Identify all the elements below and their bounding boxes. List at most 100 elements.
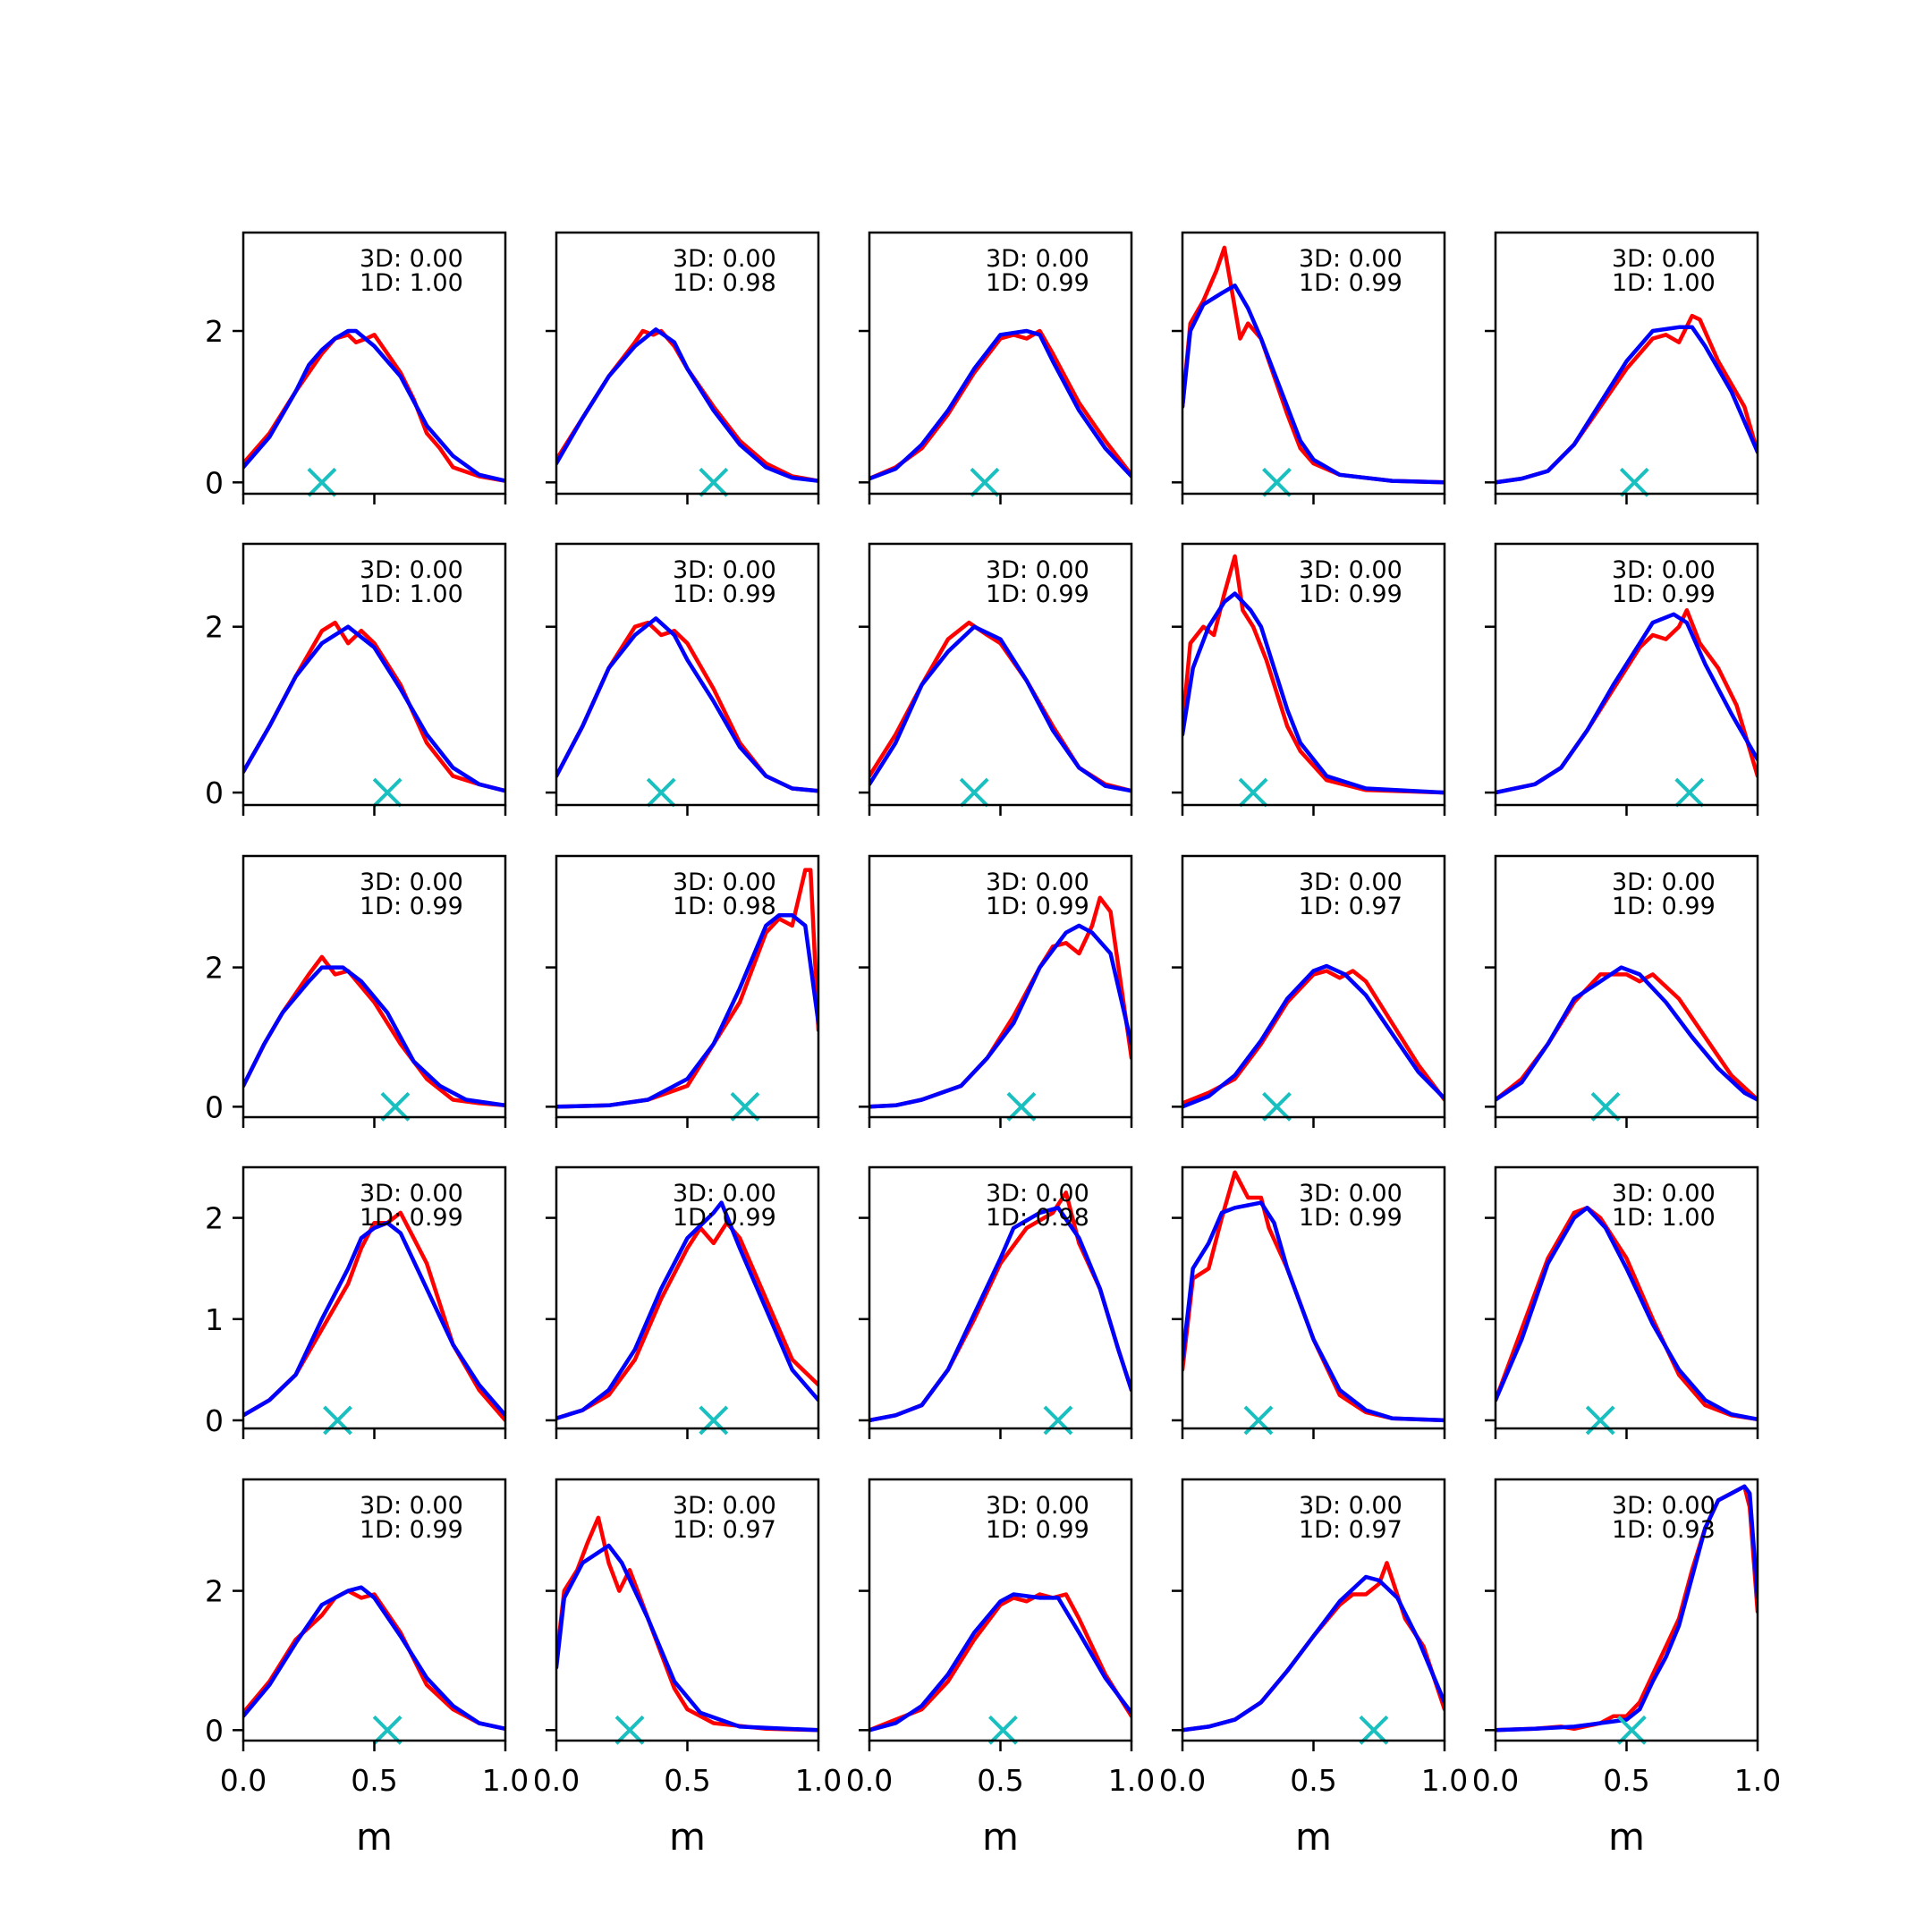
plot-area xyxy=(1182,1170,1445,1423)
red-series-line xyxy=(1182,1561,1445,1733)
x-tick-label: 1.0 xyxy=(795,1763,842,1798)
x-tick-label: 1.0 xyxy=(482,1763,529,1798)
x-marker xyxy=(1616,1715,1647,1745)
blue-series-line xyxy=(1182,1200,1445,1423)
red-series-line xyxy=(556,620,818,793)
blue-series-line xyxy=(243,1220,505,1418)
annotation-3d: 3D: 0.00 xyxy=(1612,245,1716,273)
annotation-1d: 1D: 0.99 xyxy=(986,269,1089,297)
x-tick-label: 1.0 xyxy=(1108,1763,1155,1798)
plot-area xyxy=(1496,313,1758,485)
plot-area xyxy=(556,1515,818,1733)
blue-series-line xyxy=(1496,325,1758,485)
blue-series-line xyxy=(243,328,505,483)
blue-series-line xyxy=(1182,1574,1445,1733)
x-tick-label: 0.5 xyxy=(664,1763,710,1798)
red-series-line xyxy=(1496,313,1758,485)
plot-area xyxy=(1496,607,1758,795)
red-series-line xyxy=(1182,1170,1445,1423)
blue-series-line xyxy=(1496,1206,1758,1422)
red-series-line xyxy=(1496,1206,1758,1422)
x-marker xyxy=(1359,1715,1389,1745)
blue-series-line xyxy=(1182,283,1445,485)
y-tick-label: 0 xyxy=(205,465,224,500)
annotation-3d: 3D: 0.00 xyxy=(360,1492,463,1520)
x-marker xyxy=(1590,1091,1621,1122)
x-marker xyxy=(1262,467,1292,497)
plot-area xyxy=(869,1191,1131,1423)
annotation-3d: 3D: 0.00 xyxy=(1612,556,1716,584)
plot-area xyxy=(1496,965,1758,1102)
annotation-1d: 1D: 0.99 xyxy=(360,893,463,920)
annotation-3d: 3D: 0.00 xyxy=(1612,869,1716,896)
x-marker xyxy=(1585,1405,1615,1436)
plot-area xyxy=(1496,1484,1758,1733)
x-marker xyxy=(380,1091,411,1122)
annotation-1d: 1D: 0.99 xyxy=(360,1204,463,1232)
annotation-3d: 3D: 0.00 xyxy=(673,1180,776,1208)
annotation-3d: 3D: 0.00 xyxy=(673,869,776,896)
plot-area xyxy=(243,620,505,793)
annotation-1d: 1D: 0.99 xyxy=(673,1204,776,1232)
plot-area xyxy=(1182,1561,1445,1733)
annotation-1d: 1D: 0.97 xyxy=(1299,1516,1402,1544)
red-series-line xyxy=(869,1592,1131,1733)
plot-area xyxy=(243,1585,505,1732)
blue-series-line xyxy=(1496,612,1758,795)
x-marker xyxy=(988,1715,1018,1745)
x-marker xyxy=(646,777,676,808)
y-tick-label: 2 xyxy=(205,610,224,645)
plot-area xyxy=(1182,963,1445,1109)
x-tick-label: 1.0 xyxy=(1421,1763,1468,1798)
blue-series-line xyxy=(1182,591,1445,795)
annotation-1d: 1D: 0.97 xyxy=(1299,893,1402,920)
y-tick-label: 2 xyxy=(205,1574,224,1609)
x-tick-label: 0.5 xyxy=(1290,1763,1336,1798)
blue-series-line xyxy=(869,328,1131,481)
x-marker xyxy=(1619,467,1649,497)
x-tick-label: 0.0 xyxy=(533,1763,580,1798)
x-marker xyxy=(970,467,1000,497)
x-axis-label: m xyxy=(356,1815,393,1859)
x-axis-label: m xyxy=(1295,1815,1332,1859)
x-marker xyxy=(614,1715,645,1745)
y-tick-label: 0 xyxy=(205,775,224,810)
x-marker xyxy=(699,1405,729,1436)
blue-series-line xyxy=(869,1206,1131,1423)
blue-series-line xyxy=(1182,963,1445,1109)
annotation-1d: 1D: 0.99 xyxy=(1299,1204,1402,1232)
blue-series-line xyxy=(1496,1484,1758,1733)
annotation-1d: 1D: 0.99 xyxy=(673,580,776,608)
annotation-1d: 1D: 0.99 xyxy=(1612,580,1716,608)
annotation-1d: 1D: 0.99 xyxy=(1299,580,1402,608)
annotation-1d: 1D: 0.97 xyxy=(673,1516,776,1544)
x-tick-label: 0.0 xyxy=(220,1763,267,1798)
y-tick-label: 2 xyxy=(205,951,224,986)
plot-area xyxy=(1182,245,1445,485)
x-marker xyxy=(1262,1091,1292,1122)
annotation-3d: 3D: 0.00 xyxy=(360,556,463,584)
x-axis-label: m xyxy=(982,1815,1019,1859)
y-tick-label: 0 xyxy=(205,1713,224,1748)
red-series-line xyxy=(243,333,505,483)
annotation-1d: 1D: 0.98 xyxy=(986,1204,1089,1232)
plot-area xyxy=(869,895,1131,1109)
y-tick-label: 2 xyxy=(205,1201,224,1236)
blue-series-line xyxy=(243,965,505,1108)
red-series-line xyxy=(869,620,1131,793)
x-tick-label: 0.5 xyxy=(351,1763,397,1798)
x-marker xyxy=(730,1091,760,1122)
blue-series-line xyxy=(556,327,818,483)
red-series-line xyxy=(556,1515,818,1733)
